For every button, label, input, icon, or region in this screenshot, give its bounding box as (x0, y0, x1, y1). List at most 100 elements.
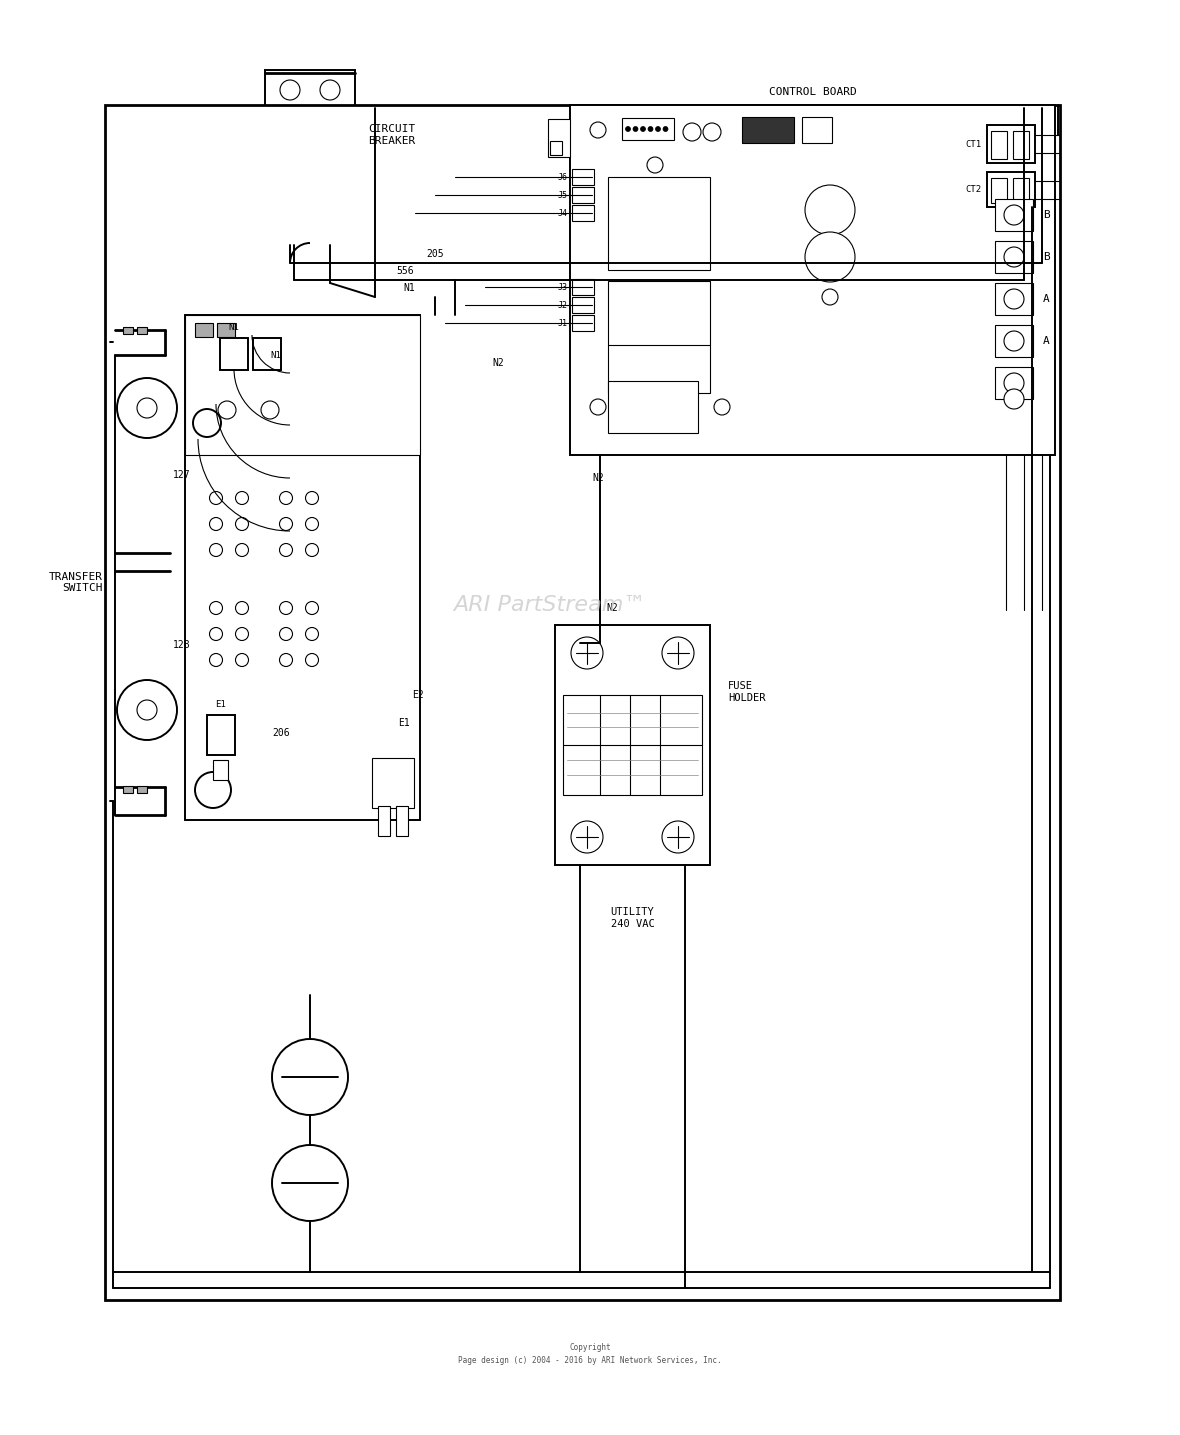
Bar (396, 806, 408, 837)
Bar (291, 122, 328, 169)
Circle shape (320, 80, 340, 100)
Bar (372, 758, 414, 808)
Circle shape (210, 601, 223, 614)
Text: 127: 127 (173, 471, 191, 479)
Text: 206: 206 (273, 728, 289, 738)
Circle shape (210, 653, 223, 666)
Bar (266, 70, 355, 215)
Circle shape (117, 377, 177, 438)
Bar (986, 125, 1035, 164)
Circle shape (280, 627, 293, 640)
Bar (572, 297, 594, 313)
Circle shape (210, 544, 223, 557)
Bar (123, 786, 133, 794)
Text: N1: N1 (229, 323, 240, 331)
Circle shape (280, 492, 293, 505)
Circle shape (236, 518, 249, 531)
Bar (563, 695, 702, 795)
Bar (548, 119, 570, 156)
Circle shape (805, 232, 856, 283)
Text: UTILITY
240 VAC: UTILITY 240 VAC (610, 907, 655, 928)
Bar (572, 316, 594, 331)
Bar (195, 323, 214, 337)
Text: CONTROL BOARD: CONTROL BOARD (768, 88, 857, 98)
Circle shape (210, 627, 223, 640)
Circle shape (306, 544, 319, 557)
Bar (986, 172, 1035, 207)
Text: J3: J3 (558, 283, 568, 291)
Circle shape (1004, 247, 1024, 267)
Circle shape (571, 637, 603, 669)
Circle shape (210, 492, 223, 505)
Text: J1: J1 (558, 319, 568, 327)
Bar (991, 131, 1007, 159)
Circle shape (1004, 389, 1024, 409)
Circle shape (571, 821, 603, 852)
Bar (572, 278, 594, 296)
Circle shape (306, 627, 319, 640)
Text: TRANSFER
SWITCH: TRANSFER SWITCH (50, 571, 103, 593)
Circle shape (805, 185, 856, 235)
Bar (995, 324, 1032, 357)
Circle shape (663, 126, 668, 132)
Bar (570, 105, 1055, 455)
Bar (555, 626, 710, 865)
Bar (105, 105, 1060, 1300)
Circle shape (714, 399, 730, 415)
Text: N1: N1 (404, 283, 414, 293)
Circle shape (641, 126, 645, 132)
Circle shape (236, 492, 249, 505)
Text: FUSE
HOLDER: FUSE HOLDER (728, 682, 766, 703)
Circle shape (306, 601, 319, 614)
Text: N1: N1 (270, 350, 281, 360)
Text: CT2: CT2 (965, 185, 981, 194)
Text: J6: J6 (558, 172, 568, 181)
Bar (608, 177, 710, 270)
Circle shape (280, 601, 293, 614)
Circle shape (822, 288, 838, 306)
Bar (1012, 178, 1029, 202)
Bar (991, 178, 1007, 202)
Bar (742, 118, 794, 144)
Text: A: A (1043, 336, 1050, 346)
Bar (1012, 131, 1029, 159)
Bar (253, 339, 281, 370)
Text: N2: N2 (607, 603, 618, 613)
Circle shape (280, 653, 293, 666)
Text: 128: 128 (173, 640, 191, 650)
Bar (217, 323, 235, 337)
Circle shape (656, 126, 661, 132)
Text: A: A (1043, 294, 1050, 304)
Bar (995, 199, 1032, 231)
Bar (214, 761, 228, 781)
Circle shape (280, 544, 293, 557)
Text: CT1: CT1 (965, 139, 981, 148)
Circle shape (236, 601, 249, 614)
Bar (572, 169, 594, 185)
Circle shape (306, 653, 319, 666)
Bar (995, 367, 1032, 399)
Circle shape (117, 680, 177, 740)
Text: 205: 205 (426, 250, 444, 258)
Text: E1: E1 (398, 718, 409, 728)
Text: N2: N2 (492, 357, 504, 367)
Text: Copyright
Page design (c) 2004 - 2016 by ARI Network Services, Inc.: Copyright Page design (c) 2004 - 2016 by… (458, 1343, 722, 1365)
Text: J4: J4 (558, 208, 568, 218)
Circle shape (218, 400, 236, 419)
Text: J2: J2 (558, 300, 568, 310)
Bar (137, 786, 148, 794)
Bar (185, 316, 420, 455)
Bar (550, 141, 562, 155)
Bar (297, 136, 323, 165)
Text: N2: N2 (592, 474, 604, 484)
Circle shape (683, 123, 701, 141)
Circle shape (703, 123, 721, 141)
Circle shape (195, 772, 231, 808)
Circle shape (1004, 331, 1024, 352)
Bar (608, 281, 710, 393)
Bar (137, 327, 148, 334)
Bar (185, 316, 420, 819)
Circle shape (306, 518, 319, 531)
Circle shape (1004, 288, 1024, 309)
Bar (378, 806, 391, 837)
